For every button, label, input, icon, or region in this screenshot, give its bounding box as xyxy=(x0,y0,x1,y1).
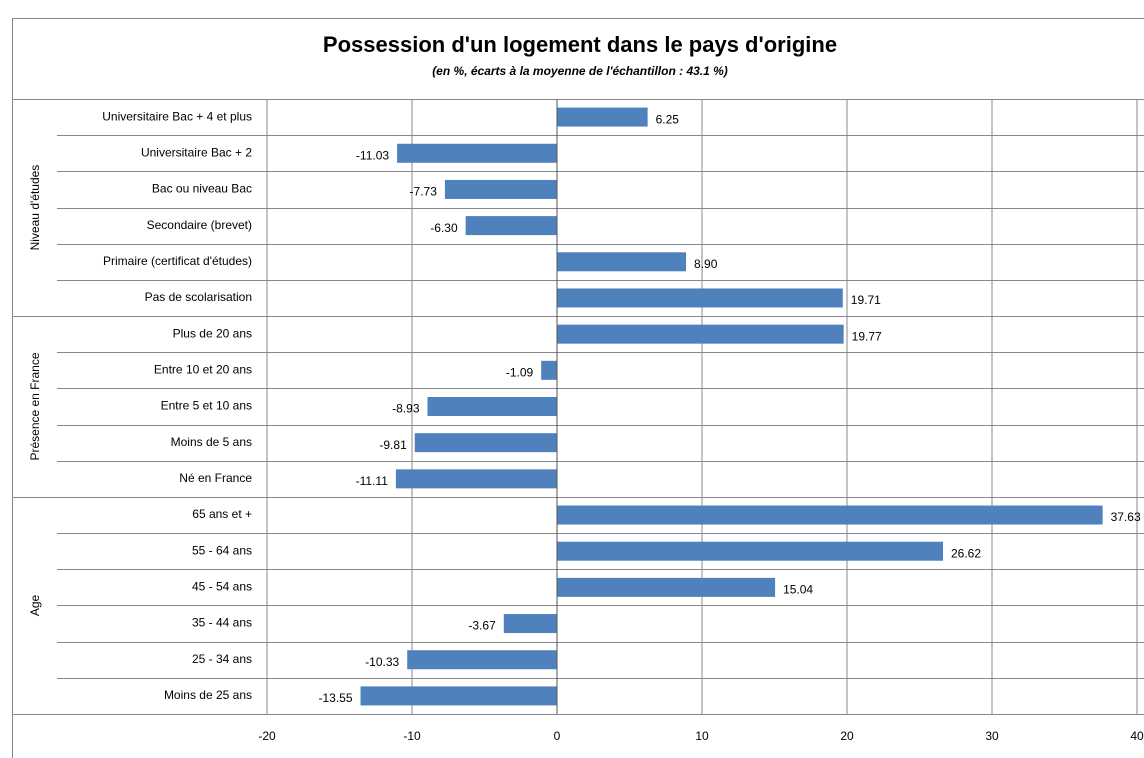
category-label: 25 - 34 ans xyxy=(192,652,252,666)
category-label: Plus de 20 ans xyxy=(173,326,252,340)
bar xyxy=(395,469,557,489)
group-label: Présence en France xyxy=(28,352,42,460)
category-label: Bac ou niveau Bac xyxy=(152,182,252,196)
bar xyxy=(557,288,843,308)
category-label: 35 - 44 ans xyxy=(192,616,252,630)
value-label: -11.03 xyxy=(356,148,389,162)
x-tick-label: 30 xyxy=(985,729,999,743)
category-label: Moins de 25 ans xyxy=(164,688,252,702)
category-label: Universitaire Bac + 4 et plus xyxy=(102,109,252,123)
bar xyxy=(557,541,943,561)
bar xyxy=(397,143,557,163)
value-label: -11.11 xyxy=(356,474,389,488)
value-label: 37.63 xyxy=(1111,510,1141,524)
category-label: Moins de 5 ans xyxy=(171,435,252,449)
category-label: Né en France xyxy=(179,471,252,485)
value-label: -8.93 xyxy=(392,402,420,416)
chart-title: Possession d'un logement dans le pays d'… xyxy=(323,32,837,57)
bar xyxy=(360,686,557,706)
group-label: Niveau d'études xyxy=(28,165,42,251)
value-label: -6.30 xyxy=(430,221,458,235)
bar xyxy=(557,107,648,127)
value-label: 8.90 xyxy=(694,257,718,271)
value-label: -13.55 xyxy=(318,691,352,705)
category-label: 45 - 54 ans xyxy=(192,580,252,594)
category-label: Entre 5 et 10 ans xyxy=(161,399,252,413)
value-label: -10.33 xyxy=(365,655,399,669)
bar xyxy=(444,179,557,199)
x-tick-label: 40 xyxy=(1130,729,1144,743)
value-label: 6.25 xyxy=(656,112,680,126)
bar xyxy=(407,650,557,670)
x-tick-label: -10 xyxy=(403,729,421,743)
value-label: -3.67 xyxy=(468,619,496,633)
bar xyxy=(503,614,557,634)
x-tick-label: 20 xyxy=(840,729,854,743)
value-label: 19.71 xyxy=(851,293,881,307)
bar xyxy=(541,360,557,380)
bar xyxy=(414,433,557,453)
value-label: -9.81 xyxy=(379,438,407,452)
group-label: Age xyxy=(28,594,42,616)
bar xyxy=(557,577,776,597)
x-tick-label: 10 xyxy=(695,729,709,743)
x-tick-label: -20 xyxy=(258,729,276,743)
value-label: -7.73 xyxy=(410,185,438,199)
bar xyxy=(557,324,844,344)
value-label: -1.09 xyxy=(506,365,534,379)
value-label: 26.62 xyxy=(951,546,981,560)
category-label: Secondaire (brevet) xyxy=(147,218,252,232)
category-label: Primaire (certificat d'études) xyxy=(103,254,252,268)
category-label: 55 - 64 ans xyxy=(192,543,252,557)
category-label: 65 ans et + xyxy=(192,507,252,521)
x-tick-label: 0 xyxy=(554,729,561,743)
value-label: 15.04 xyxy=(783,583,813,597)
value-label: 19.77 xyxy=(852,329,882,343)
category-label: Entre 10 et 20 ans xyxy=(154,362,252,376)
bar xyxy=(465,216,557,236)
bar xyxy=(557,252,687,272)
category-label: Pas de scolarisation xyxy=(145,290,252,304)
chart-subtitle: (en %, écarts à la moyenne de l'échantil… xyxy=(432,64,728,78)
bar xyxy=(427,397,557,416)
category-label: Universitaire Bac + 2 xyxy=(141,145,252,159)
bar xyxy=(557,505,1103,525)
